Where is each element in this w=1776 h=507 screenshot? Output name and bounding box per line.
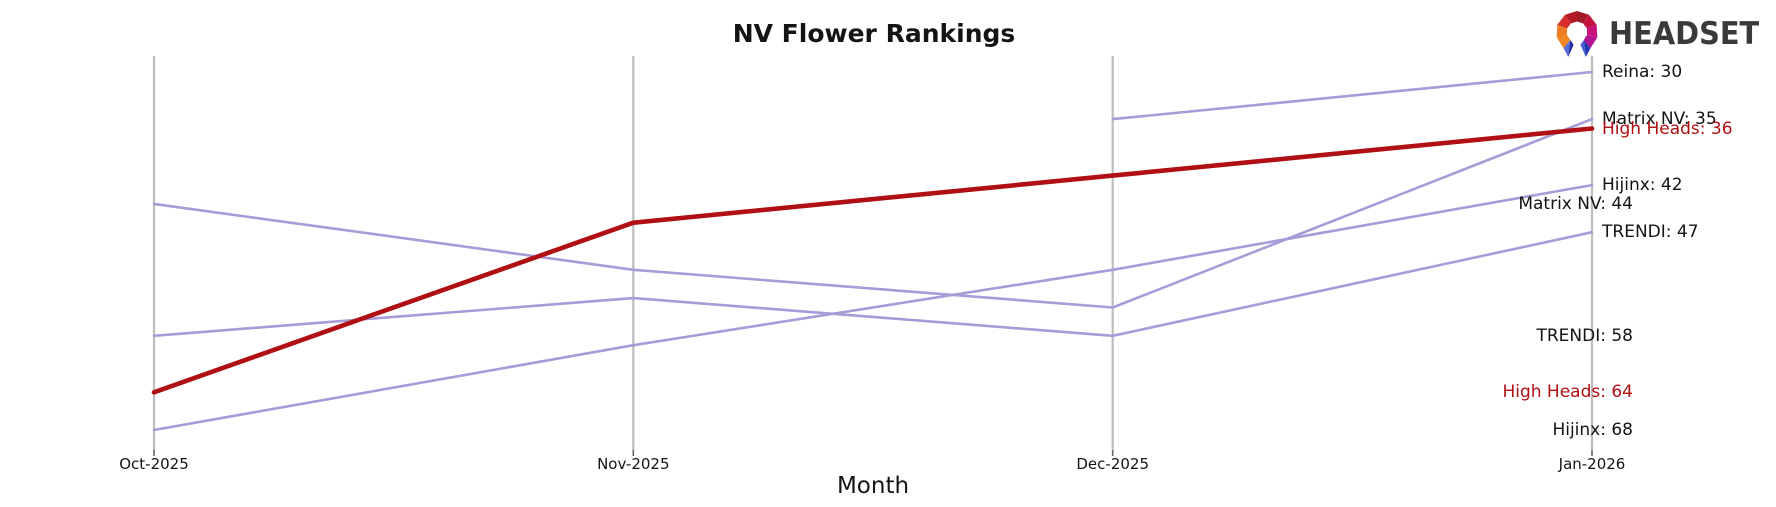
chart-title: NV Flower Rankings bbox=[732, 19, 1016, 48]
series-endpoint-label: Reina: 30 bbox=[1602, 62, 1683, 82]
series-endpoint-label: Matrix NV: 35 bbox=[1602, 109, 1717, 130]
x-tick-label: Jan-2026 bbox=[1558, 455, 1626, 473]
headset-logo: HEADSET bbox=[1554, 8, 1771, 60]
series-endpoint-label: Hijinx: 42 bbox=[1602, 175, 1683, 196]
headset-logo-mark bbox=[1556, 11, 1597, 57]
x-tick-label: Nov-2025 bbox=[597, 455, 670, 473]
x-axis-title: Month bbox=[836, 473, 910, 499]
series-endpoint-label: TRENDI: 58 bbox=[1536, 325, 1633, 346]
x-tick-label: Oct-2025 bbox=[119, 455, 189, 473]
series-endpoint-label: High Heads: 36 bbox=[1602, 118, 1733, 139]
x-tick-label: Dec-2025 bbox=[1076, 455, 1149, 473]
series-endpoint-label: TRENDI: 47 bbox=[1602, 222, 1699, 243]
series-endpoint-label: High Heads: 64 bbox=[1502, 382, 1633, 403]
series-line-matrix-nv bbox=[152, 117, 1594, 309]
headset-logo-text: HEADSET bbox=[1608, 16, 1759, 52]
series-line-hijinx bbox=[152, 183, 1594, 432]
series-endpoint-label: Hijinx: 68 bbox=[1552, 420, 1633, 440]
series-line-high-heads bbox=[151, 126, 1595, 395]
series-endpoint-label: Matrix NV: 44 bbox=[1518, 193, 1633, 214]
series-line-reina bbox=[1111, 70, 1594, 121]
series-line-trendi bbox=[152, 230, 1594, 338]
